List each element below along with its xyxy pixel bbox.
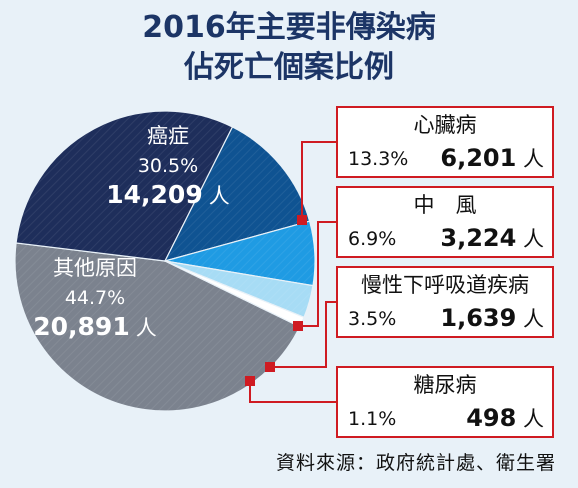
callout-percent: 13.3% — [348, 148, 409, 170]
callout-percent: 3.5% — [348, 308, 397, 330]
connector-line-heart-disease — [301, 141, 336, 220]
callout-box-stroke: 中 風 6.9% 3,224 人 — [336, 186, 554, 258]
slice-label-other-causes: 其他原因 44.7% 20,891 人 — [33, 256, 156, 341]
pie-hatch-overlay — [15, 111, 315, 411]
slice-label-name: 其他原因 — [53, 256, 137, 280]
callout-count-number: 498 — [466, 404, 517, 432]
callout-box-chronic-lower-respiratory: 慢性下呼吸道疾病 3.5% 1,639 人 — [336, 266, 554, 338]
callout-count-number: 3,224 — [440, 224, 517, 252]
chart-title-line2: 佔死亡個案比例 — [184, 50, 394, 85]
connector-dot-heart-disease — [297, 215, 307, 225]
callout-name: 心臟病 — [413, 113, 477, 137]
callout-count-unit: 人 — [523, 307, 544, 331]
slice-label-percent: 30.5% — [138, 155, 198, 177]
slice-label-count: 20,891 人 — [33, 312, 156, 341]
connector-line-diabetes — [249, 381, 336, 403]
callout-count-number: 1,639 — [440, 304, 517, 332]
callout-count-unit: 人 — [523, 407, 544, 431]
callout-count: 498 人 — [466, 404, 544, 433]
chart-title: 2016年主要非傳染病 佔死亡個案比例 — [0, 8, 578, 88]
callout-count-unit: 人 — [523, 147, 544, 171]
connector-dot-chronic-lower-respiratory — [265, 362, 275, 372]
chart-title-line1: 2016年主要非傳染病 — [142, 10, 436, 45]
slice-label-percent: 44.7% — [65, 287, 125, 309]
source-note: 資料來源：政府統計處、衛生署 — [275, 452, 556, 474]
callout-percent: 1.1% — [348, 408, 397, 430]
callout-count: 1,639 人 — [440, 304, 544, 333]
slice-label-count: 14,209 人 — [106, 180, 229, 209]
callout-count-unit: 人 — [523, 227, 544, 251]
connector-dot-stroke — [293, 321, 303, 331]
callout-name: 慢性下呼吸道疾病 — [361, 273, 529, 297]
slice-label-cancer: 癌症 30.5% 14,209 人 — [106, 124, 229, 209]
connector-dot-diabetes — [245, 376, 255, 386]
callout-count: 3,224 人 — [440, 224, 544, 253]
callout-name: 糖尿病 — [413, 373, 477, 397]
callout-name: 中 風 — [413, 193, 477, 217]
callout-count-number: 6,201 — [440, 144, 517, 172]
callout-count: 6,201 人 — [440, 144, 544, 173]
connector-line-stroke — [298, 221, 336, 327]
callout-box-diabetes: 糖尿病 1.1% 498 人 — [336, 366, 554, 438]
callout-percent: 6.9% — [348, 228, 397, 250]
connector-line-chronic-lower-respiratory — [270, 301, 336, 368]
slice-label-name: 癌症 — [147, 124, 189, 148]
callout-box-heart-disease: 心臟病 13.3% 6,201 人 — [336, 106, 554, 178]
